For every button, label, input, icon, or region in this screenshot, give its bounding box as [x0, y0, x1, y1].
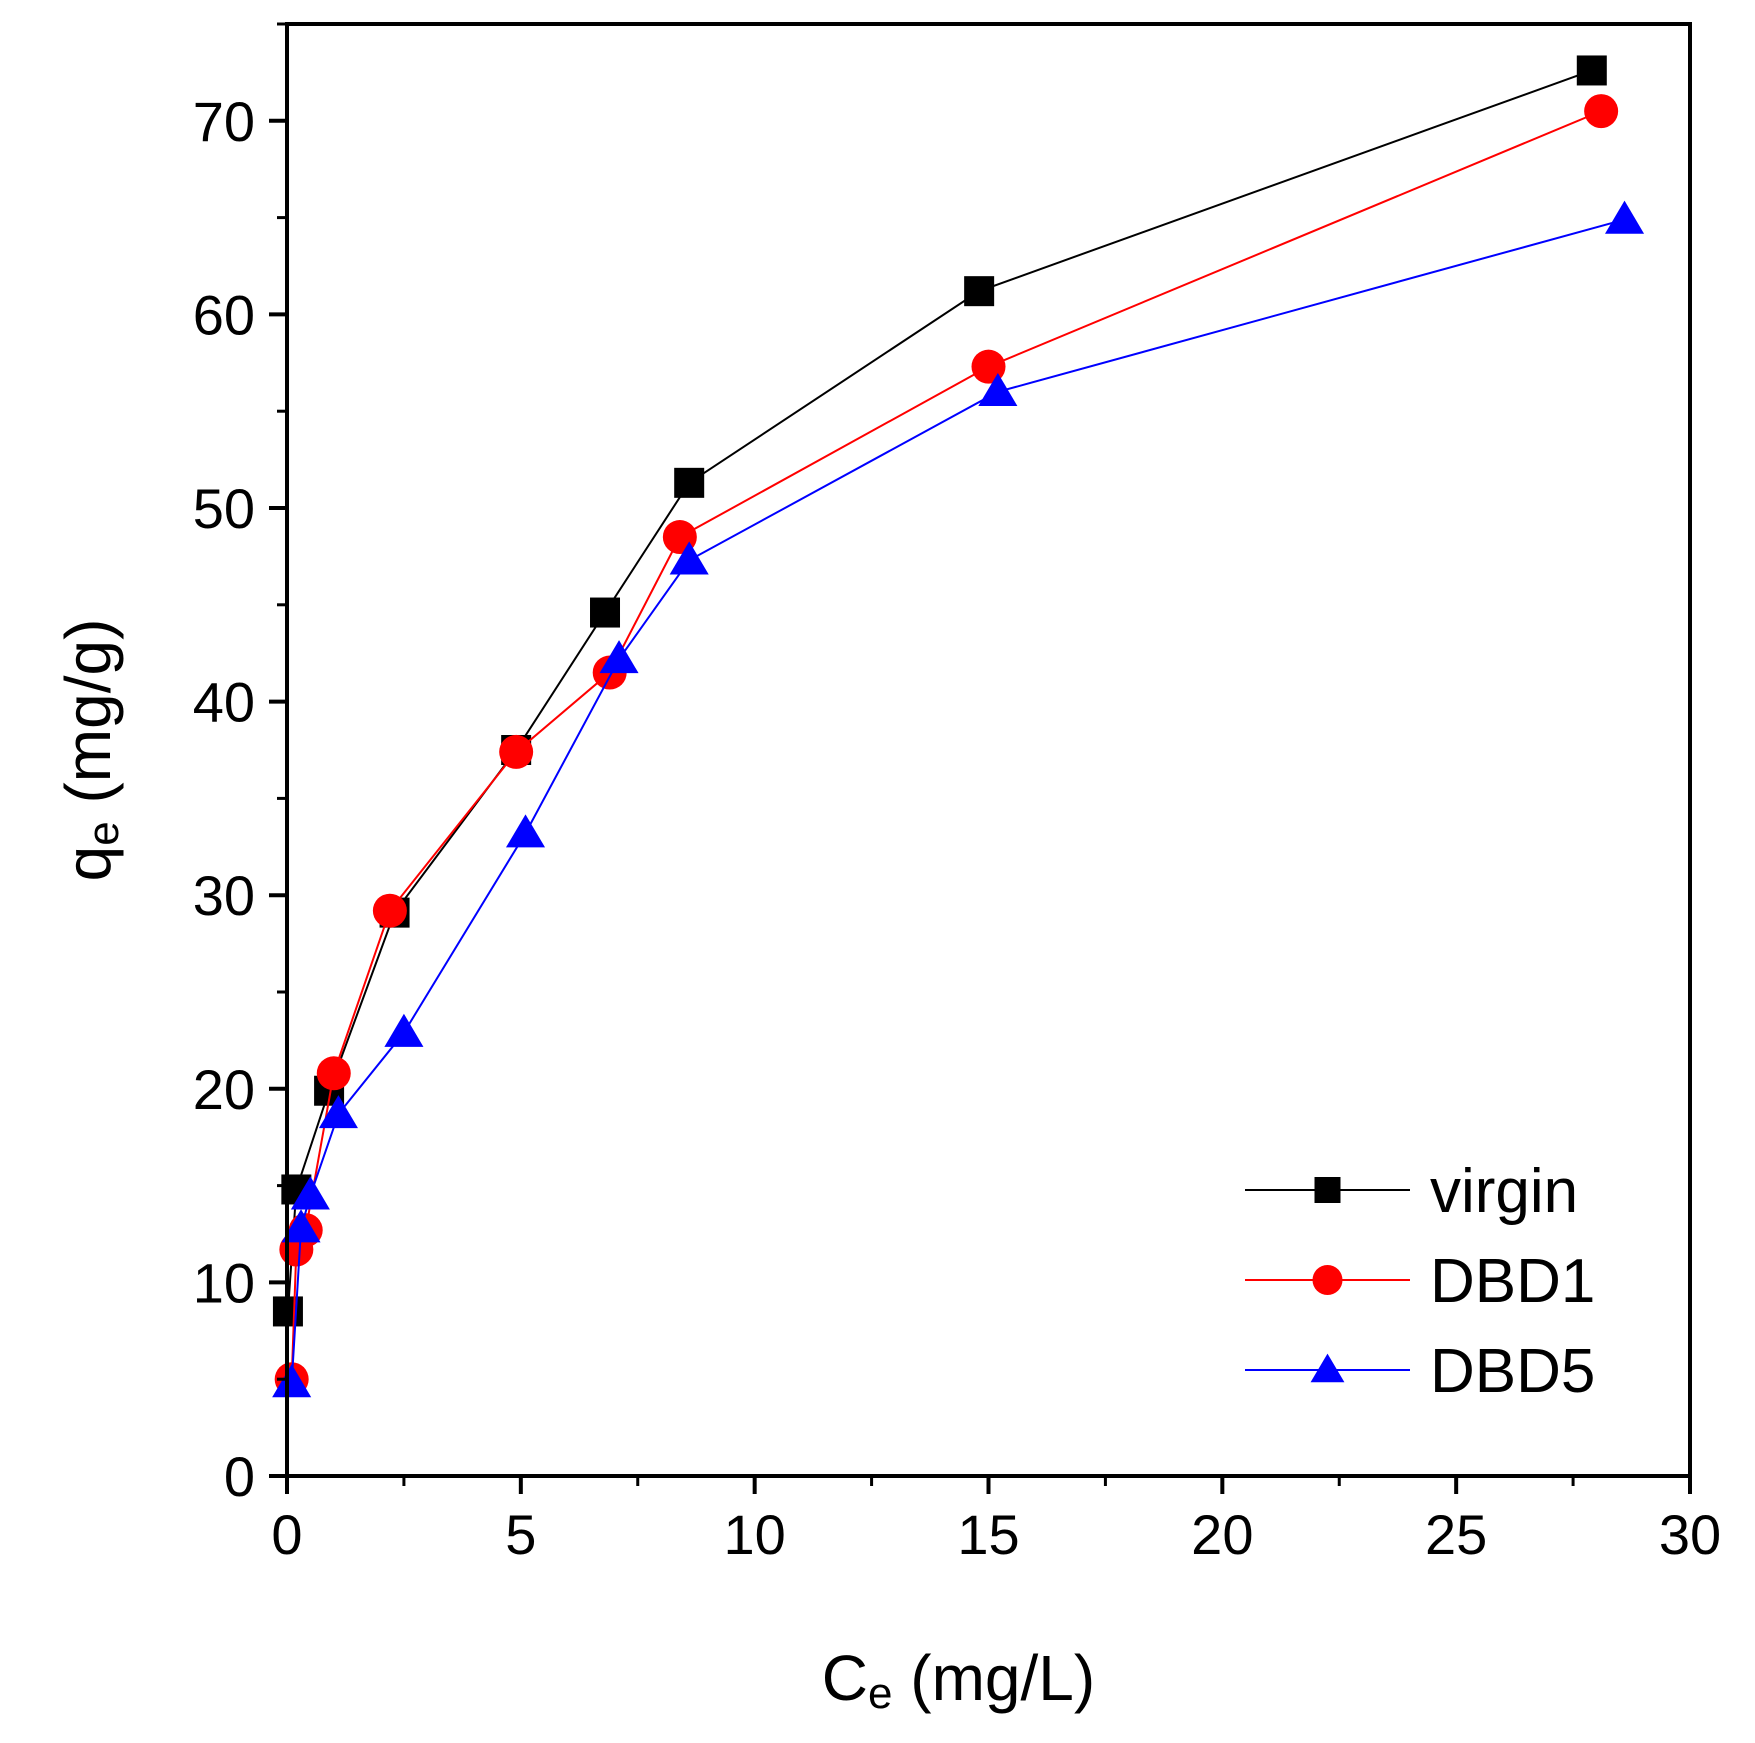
- data-point-dbd5: [669, 541, 709, 575]
- y-tick-label: 60: [193, 283, 255, 346]
- y-axis-title: qe (mg/g): [52, 619, 128, 882]
- data-point-dbd1: [499, 734, 534, 769]
- legend-label: DBD1: [1430, 1247, 1595, 1316]
- x-axis-title: Ce (mg/L): [822, 1642, 1095, 1718]
- data-point-dbd1: [1584, 94, 1619, 129]
- data-point-dbd5: [318, 1095, 358, 1129]
- x-axis-title-unit: (mg/L): [893, 1642, 1096, 1714]
- y-tick-label: 70: [193, 90, 255, 153]
- y-tick-label: 30: [193, 864, 255, 927]
- legend-marker-square: [1314, 1177, 1341, 1203]
- y-axis-title-unit: (mg/g): [52, 619, 124, 822]
- x-tick-label: 20: [1191, 1503, 1253, 1566]
- data-point-dbd1: [316, 1056, 351, 1091]
- y-tick-label: 20: [193, 1058, 255, 1121]
- x-tick-label: 5: [505, 1503, 536, 1566]
- series-line-dbd5: [290, 218, 1625, 1384]
- data-point-dbd5: [1604, 200, 1645, 234]
- y-axis-title-main: q: [52, 846, 124, 882]
- legend-item-dbd5: DBD5: [1245, 1337, 1595, 1406]
- x-tick-label: 25: [1425, 1503, 1487, 1566]
- legend-item-dbd1: DBD1: [1245, 1247, 1595, 1316]
- data-point-virgin: [964, 276, 995, 307]
- x-axis-title-subscript: e: [868, 1669, 892, 1718]
- x-tick-label: 0: [271, 1503, 302, 1566]
- x-tick-label: 30: [1659, 1503, 1721, 1566]
- y-tick-label: 50: [193, 477, 255, 540]
- data-point-dbd5: [599, 640, 639, 674]
- series-dbd5: [272, 200, 1645, 1398]
- x-tick-label: 15: [957, 1503, 1019, 1566]
- x-axis-title-main: C: [822, 1642, 868, 1714]
- data-point-dbd1: [372, 893, 407, 928]
- legend-marker-circle: [1312, 1265, 1343, 1295]
- y-axis-title-subscript: e: [79, 821, 128, 845]
- data-point-dbd5: [281, 1209, 321, 1243]
- legend-label: virgin: [1430, 1157, 1578, 1226]
- legend-item-virgin: virgin: [1245, 1157, 1578, 1226]
- legend-label: DBD5: [1430, 1337, 1595, 1406]
- x-tick-label: 10: [724, 1503, 786, 1566]
- legend: virgin DBD1 DBD5: [1245, 1157, 1595, 1406]
- data-point-dbd5: [384, 1013, 424, 1047]
- data-point-dbd5: [505, 814, 546, 848]
- data-point-dbd5: [978, 372, 1018, 407]
- legend-marker-triangle: [1310, 1353, 1345, 1383]
- y-tick-label: 0: [224, 1445, 255, 1508]
- data-point-virgin: [1576, 55, 1607, 86]
- data-point-virgin: [590, 597, 621, 628]
- y-tick-label: 10: [193, 1251, 255, 1314]
- data-point-dbd5: [290, 1176, 330, 1210]
- data-point-dbd5: [272, 1364, 312, 1398]
- plot-area: [272, 55, 1645, 1398]
- y-tick-label: 40: [193, 671, 255, 734]
- data-point-virgin: [674, 467, 705, 498]
